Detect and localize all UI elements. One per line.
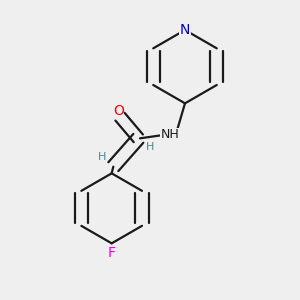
Text: N: N — [180, 23, 190, 37]
Text: H: H — [146, 142, 154, 152]
Text: O: O — [113, 104, 124, 118]
Text: F: F — [108, 246, 116, 260]
Text: NH: NH — [160, 128, 179, 142]
Text: H: H — [98, 152, 106, 162]
